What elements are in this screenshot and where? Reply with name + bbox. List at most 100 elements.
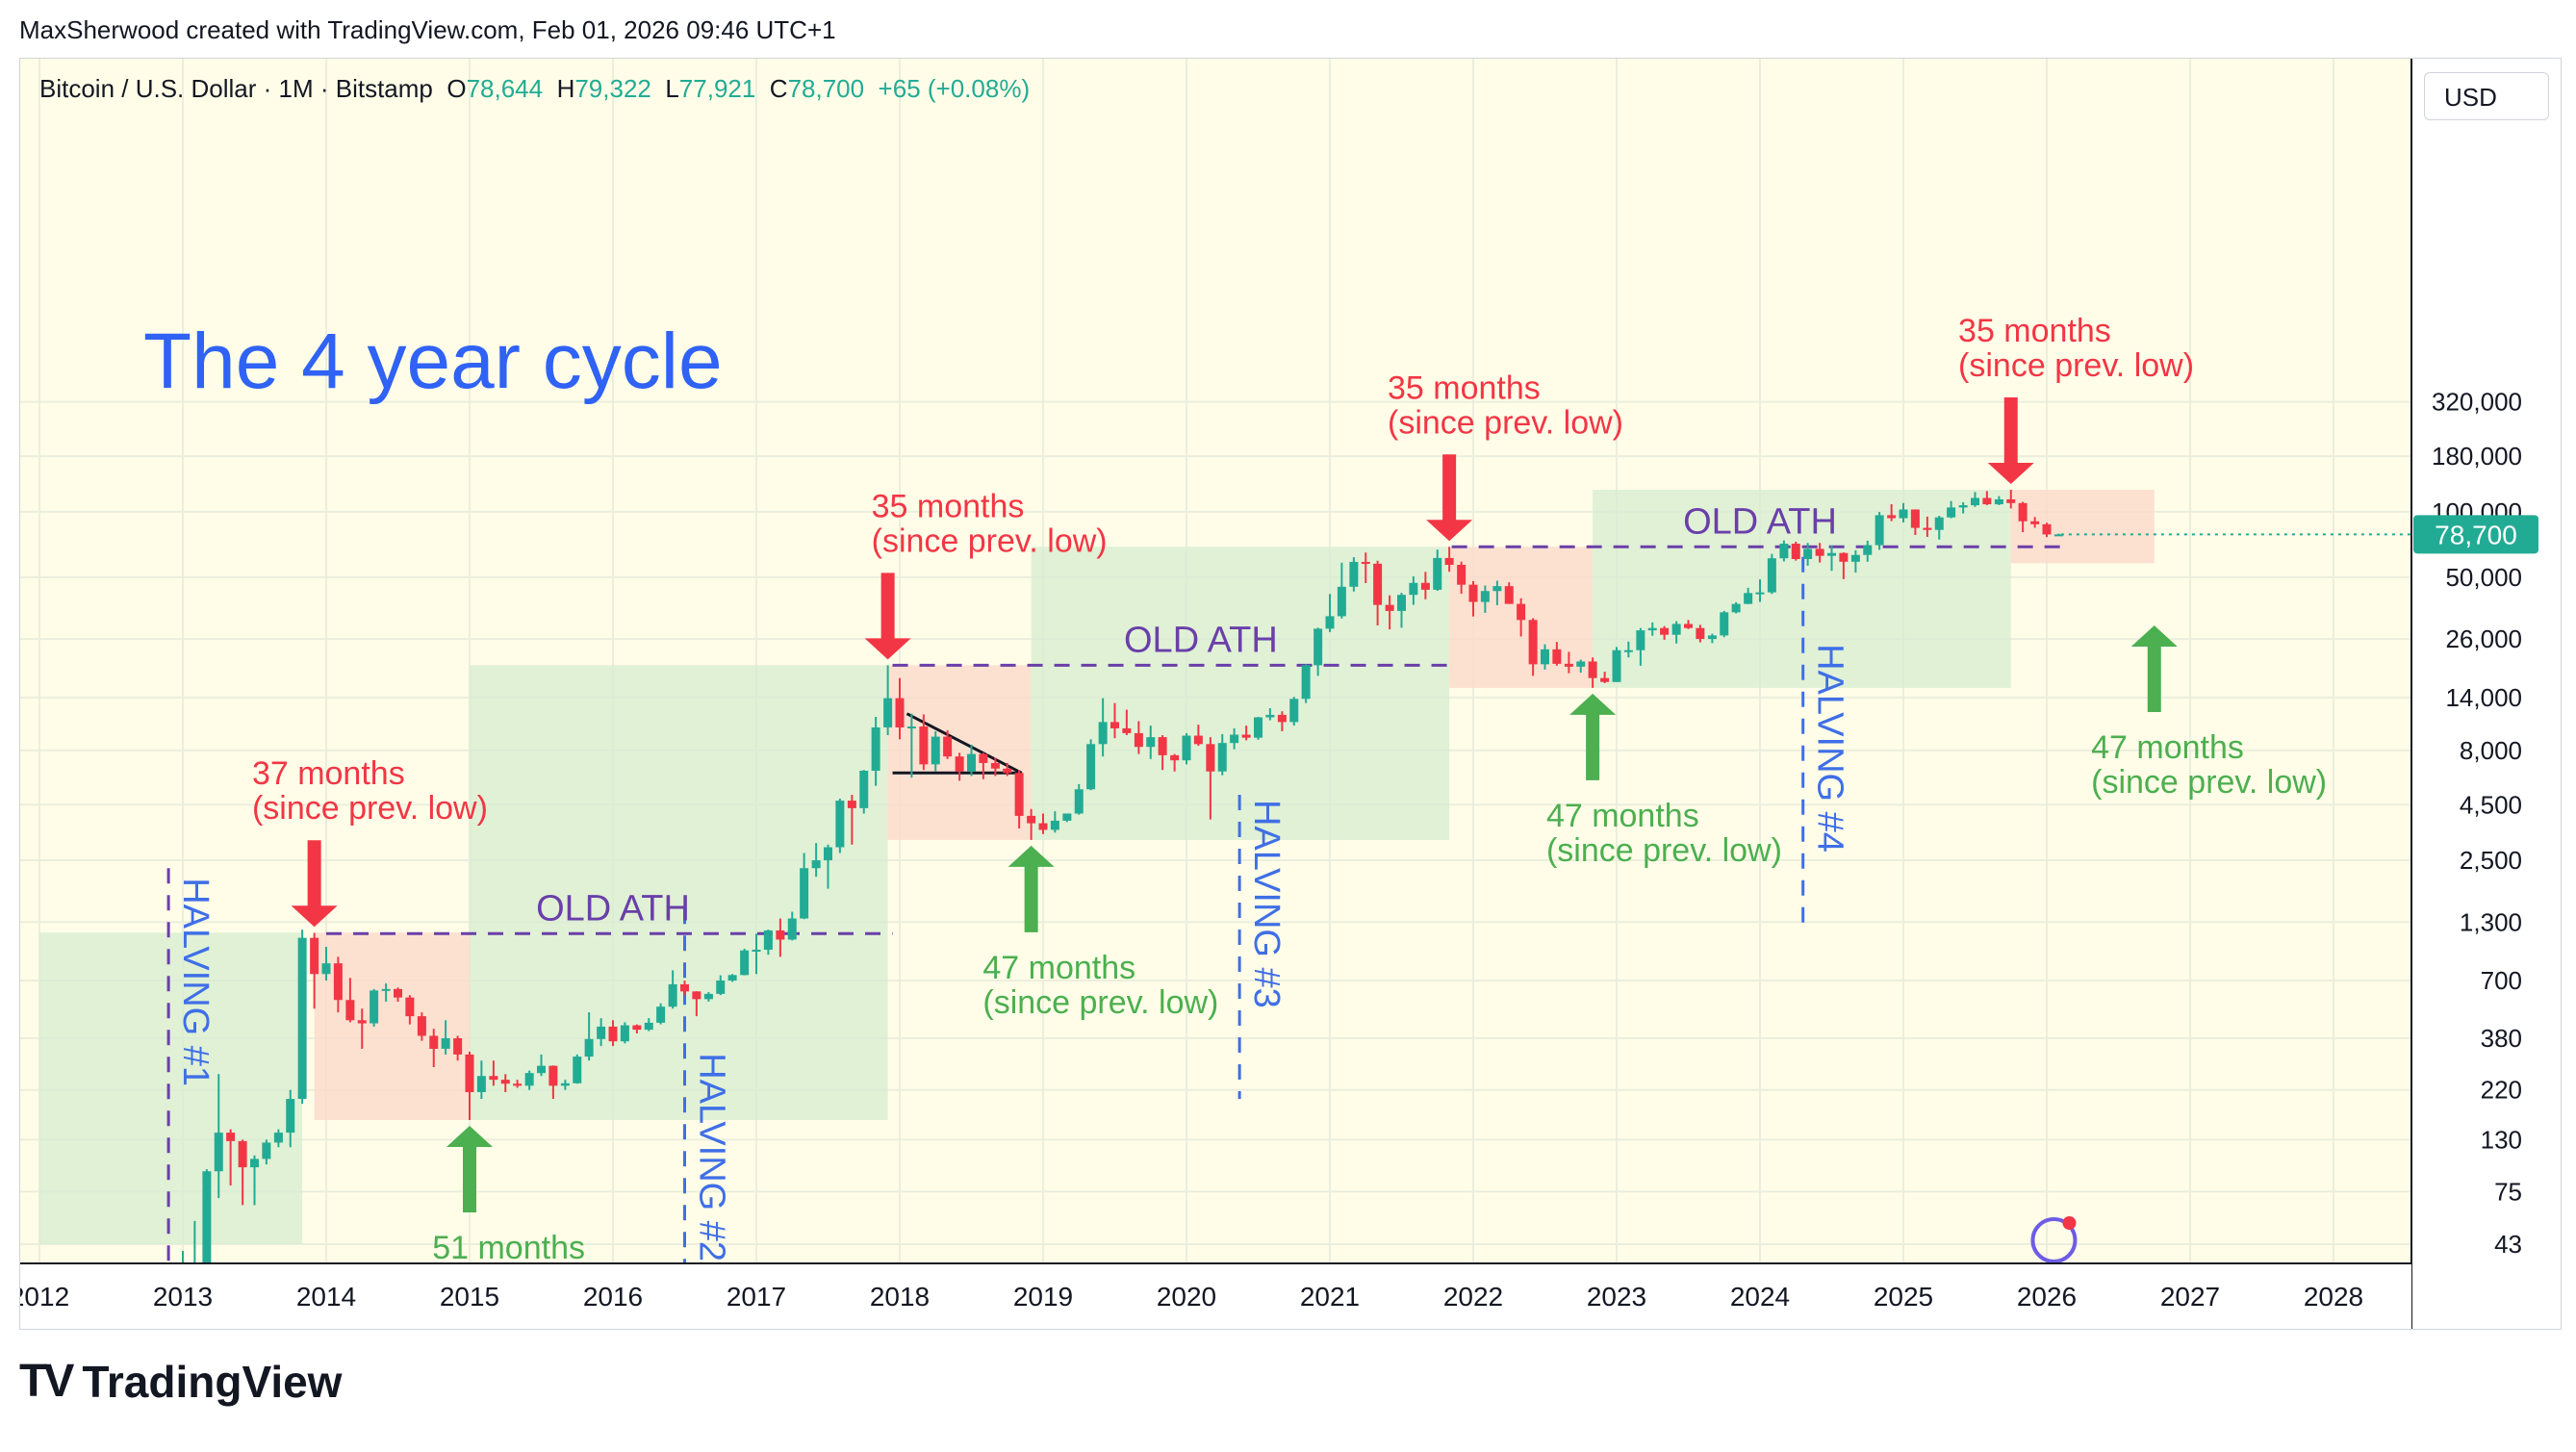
- low-label: L: [665, 74, 678, 103]
- bottom-months-label: 47 months: [1546, 798, 1699, 834]
- tradingview-logo-mark: TV: [19, 1355, 70, 1408]
- time-tick-label: 2024: [1730, 1282, 1790, 1312]
- candle-body: [2006, 499, 2015, 503]
- candle-body: [1971, 498, 1979, 506]
- candle-body: [358, 1020, 367, 1023]
- candle-body: [537, 1066, 546, 1074]
- candle-body: [1636, 630, 1645, 650]
- top-months-label: 35 months: [1958, 313, 2111, 349]
- candle-body: [752, 950, 761, 952]
- candle-body: [1027, 816, 1035, 824]
- top-months-label: 35 months: [872, 488, 1025, 524]
- candle-body: [1552, 650, 1561, 664]
- price-chart[interactable]: OLD ATH OLD ATH OLD ATH HALVING #1 HALVING #…: [20, 59, 2561, 1329]
- candle-body: [979, 754, 987, 763]
- candle-body: [1015, 773, 1024, 816]
- candle-body: [1863, 546, 1872, 555]
- top-months-sublabel: (since prev. low): [252, 790, 488, 827]
- candle-body: [740, 951, 749, 976]
- candle-body: [1433, 558, 1441, 590]
- candle-body: [1576, 661, 1585, 666]
- candle-body: [1959, 505, 1968, 507]
- candle-body: [202, 1171, 211, 1266]
- candle-body: [1099, 722, 1108, 744]
- candle-body: [298, 938, 307, 1099]
- candle-body: [418, 1016, 426, 1035]
- close-value: 78,700: [788, 74, 865, 103]
- halving-label: HALVING #4: [1810, 644, 1850, 853]
- time-tick-label: 2013: [153, 1282, 213, 1312]
- time-tick-label: 2012: [20, 1282, 69, 1312]
- chart-area[interactable]: OLD ATH OLD ATH OLD ATH HALVING #1 HALVING #…: [19, 58, 2562, 1330]
- candle-body: [1541, 650, 1549, 664]
- candle-body: [1469, 585, 1478, 602]
- candle-body: [1600, 678, 1609, 682]
- candle-body: [1254, 717, 1262, 737]
- candle-body: [442, 1038, 450, 1049]
- candle-body: [1708, 635, 1717, 639]
- candle-body: [835, 801, 844, 847]
- candle-body: [1206, 744, 1214, 771]
- price-tick-label: 1,300: [2460, 907, 2522, 936]
- candle-body: [1756, 593, 1765, 595]
- candle-body: [692, 991, 701, 999]
- bottom-arrow: [1569, 694, 1616, 780]
- price-tick-label: 180,000: [2432, 442, 2522, 471]
- candle-body: [1445, 558, 1454, 565]
- old-ath-label: OLD ATH: [1683, 501, 1837, 542]
- tradingview-logo[interactable]: TV TradingView: [19, 1355, 342, 1408]
- candle-body: [226, 1133, 235, 1141]
- candle-body: [1409, 583, 1417, 595]
- last-price-value: 78,700: [2435, 520, 2517, 549]
- candle-body: [1827, 553, 1836, 556]
- candle-body: [2054, 534, 2063, 536]
- candle-body: [573, 1057, 581, 1083]
- candle-body: [1911, 509, 1920, 527]
- bottom-months-label: 47 months: [2091, 729, 2244, 766]
- tradingview-logo-text: TradingView: [82, 1356, 342, 1408]
- candle-body: [1851, 555, 1860, 562]
- bull-cycle-zone: [39, 932, 302, 1244]
- candle-body: [1170, 755, 1179, 760]
- candle-body: [2030, 522, 2039, 524]
- candle-body: [1289, 699, 1298, 722]
- candle-body: [1613, 650, 1621, 682]
- candle-body: [1684, 624, 1693, 627]
- candle-body: [525, 1073, 534, 1085]
- candle-body: [776, 930, 784, 940]
- candle-body: [716, 981, 725, 994]
- price-tick-label: 2,500: [2460, 846, 2522, 875]
- cycle-zones: [39, 490, 2155, 1244]
- candle-body: [334, 963, 343, 1000]
- candle-body: [991, 763, 1000, 769]
- candle-body: [943, 737, 952, 757]
- candle-body: [274, 1133, 283, 1142]
- candle-body: [848, 801, 856, 808]
- candle-body: [1122, 728, 1131, 733]
- low-value: 77,921: [679, 74, 756, 103]
- candle-body: [967, 754, 976, 772]
- candle-body: [1146, 737, 1155, 747]
- candle-body: [656, 1006, 665, 1023]
- candle-body: [1935, 518, 1944, 530]
- ohlc-legend: Bitcoin / U.S. Dollar · 1M · Bitstamp O7…: [39, 74, 1030, 104]
- candle-body: [1314, 628, 1322, 665]
- candle-body: [1135, 733, 1143, 747]
- candle-body: [859, 771, 868, 808]
- time-tick-label: 2027: [2160, 1282, 2220, 1312]
- candle-body: [621, 1026, 629, 1042]
- chart-credit: MaxSherwood created with TradingView.com…: [19, 15, 836, 45]
- currency-selector[interactable]: USD: [2424, 72, 2549, 120]
- candle-body: [1194, 736, 1203, 745]
- top-months-label: 37 months: [252, 755, 405, 792]
- symbol-label[interactable]: Bitcoin / U.S. Dollar · 1M · Bitstamp: [39, 74, 433, 103]
- candle-body: [1660, 628, 1669, 635]
- candle-body: [907, 726, 916, 728]
- candle-body: [919, 726, 928, 764]
- candle-body: [501, 1080, 510, 1083]
- candle-body: [597, 1027, 605, 1039]
- candle-body: [1278, 715, 1287, 722]
- candle-body: [1720, 612, 1728, 635]
- bear-cycle-zone: [888, 665, 1032, 840]
- bottom-months-label: 51 months: [432, 1230, 585, 1266]
